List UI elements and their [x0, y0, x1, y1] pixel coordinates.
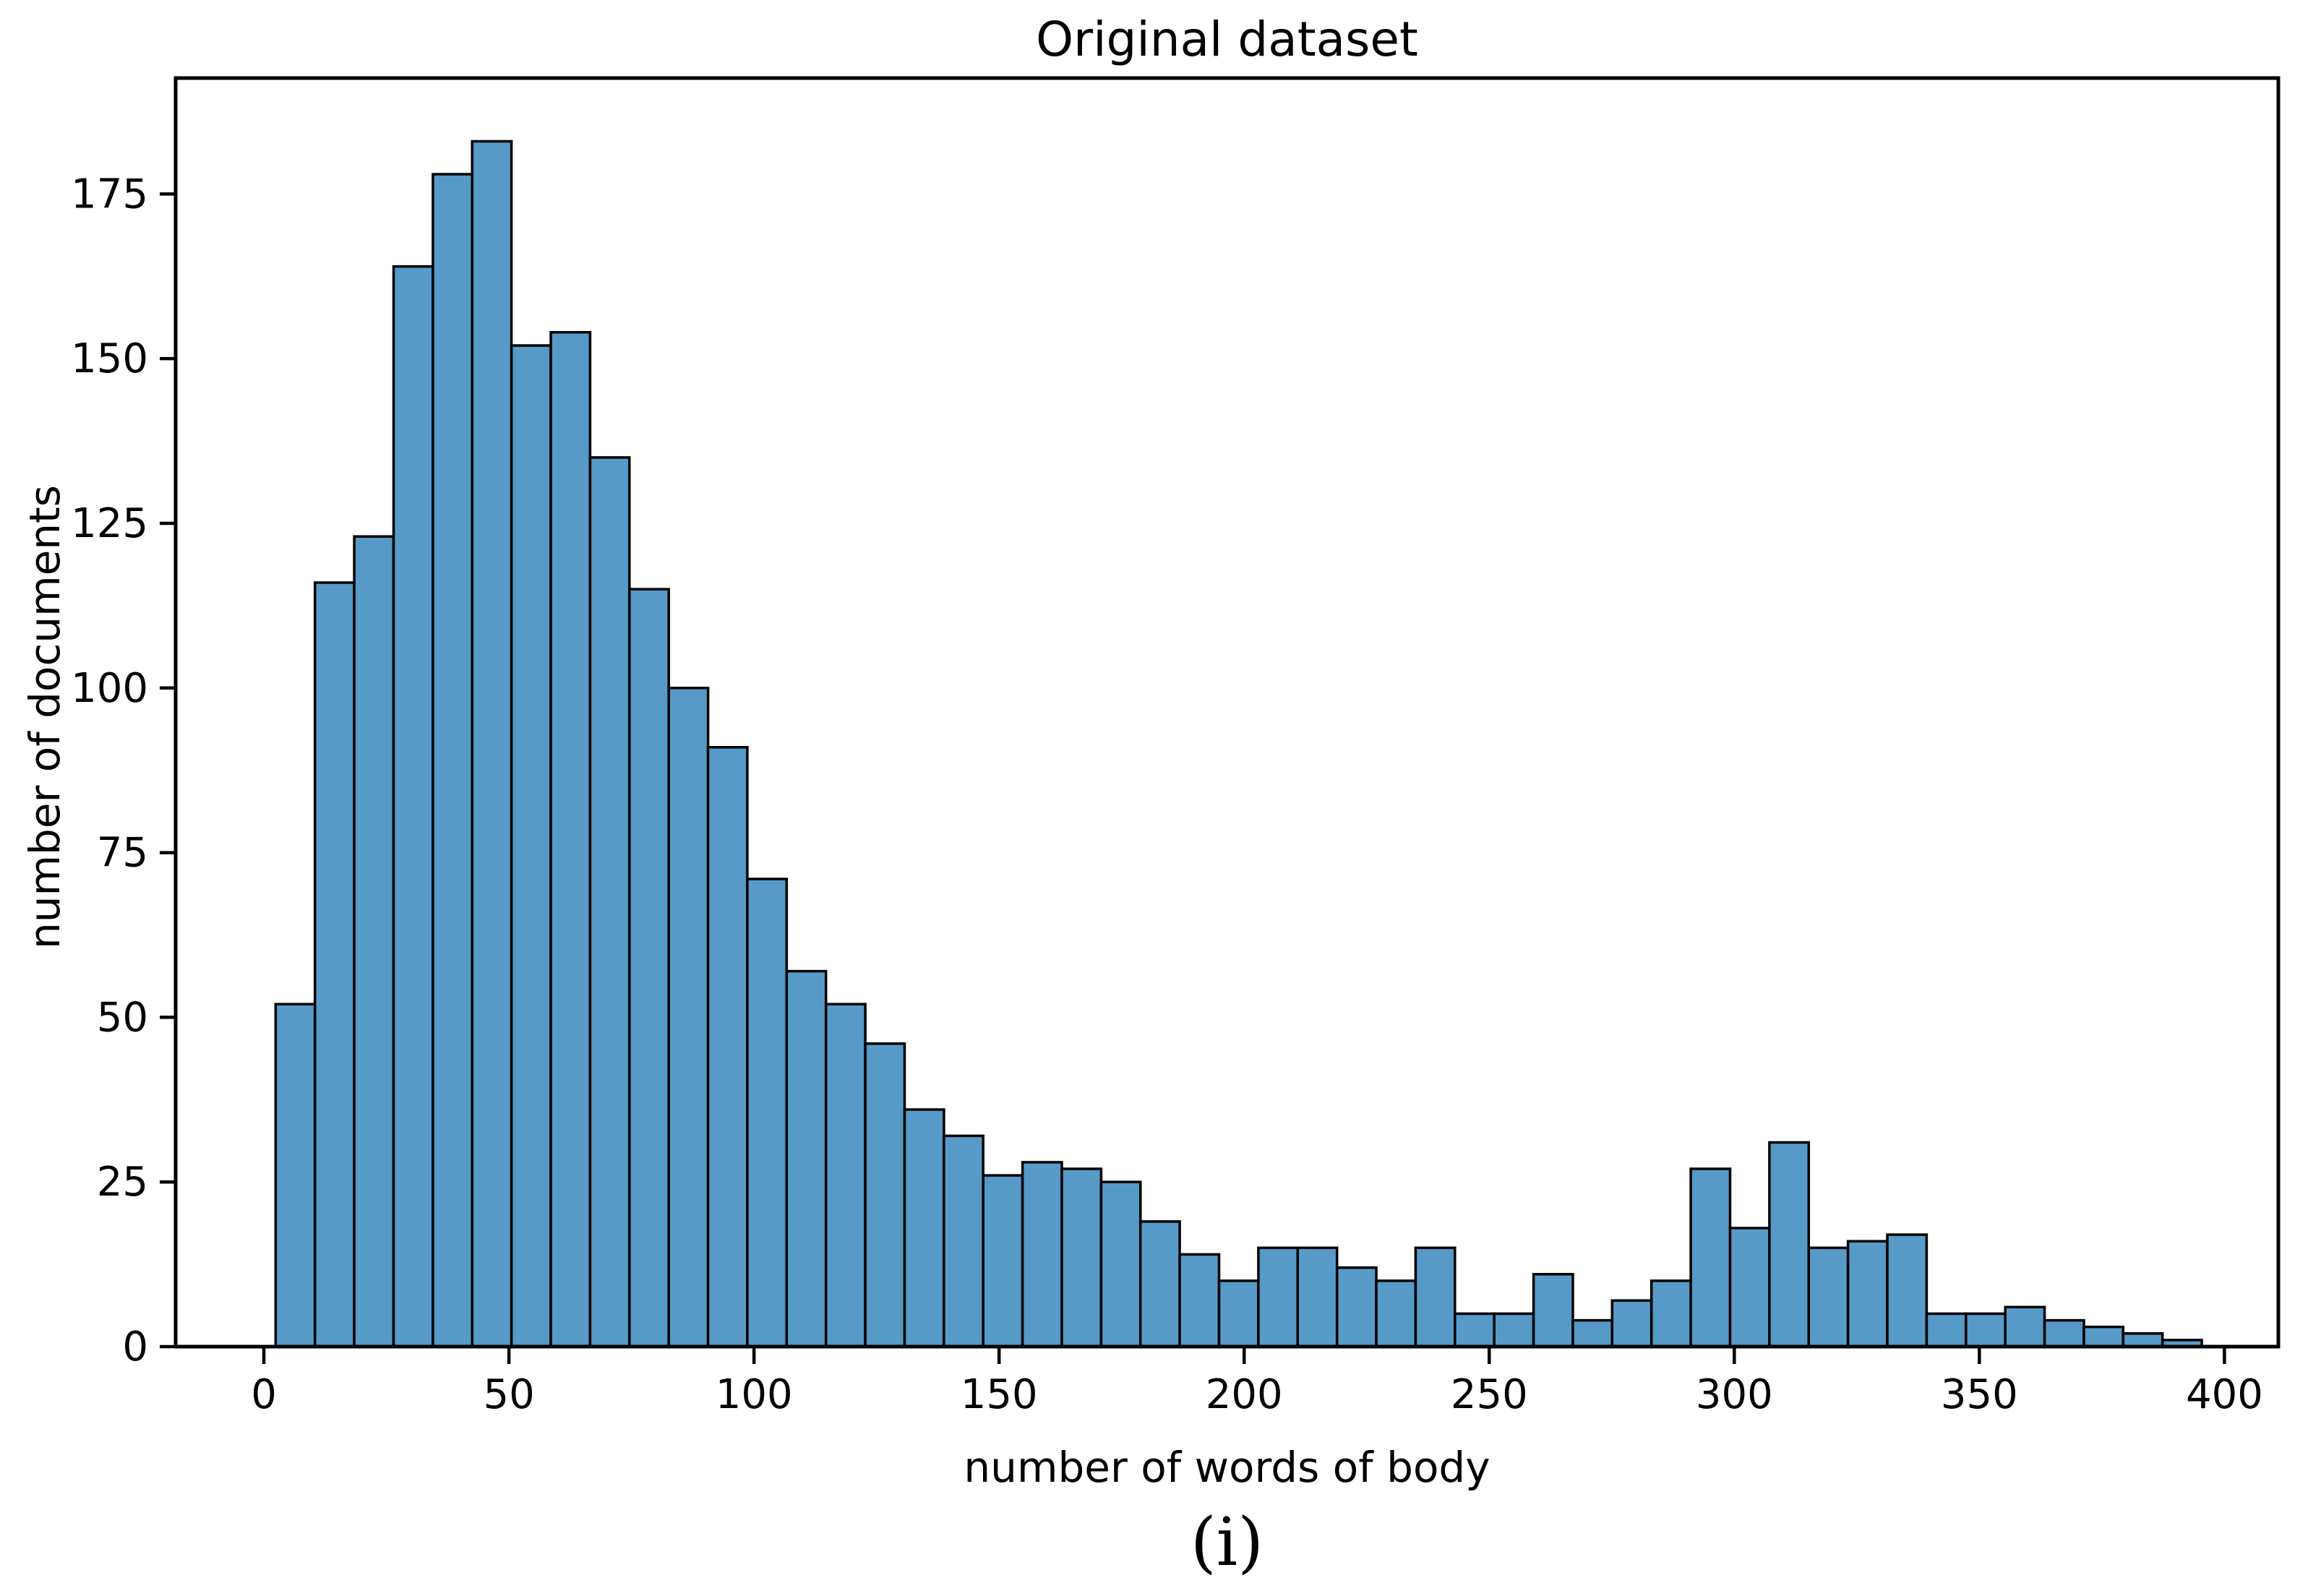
histogram-bar [274, 1003, 317, 1348]
histogram-bar [864, 1042, 906, 1348]
histogram-bar [1925, 1312, 1968, 1348]
histogram-bar [1257, 1246, 1300, 1348]
histogram-bar [706, 746, 749, 1348]
histogram-bar [1138, 1220, 1181, 1348]
histogram-bar [1728, 1227, 1771, 1348]
x-tick-label: 300 [1696, 1371, 1773, 1418]
histogram-bar [549, 330, 592, 1348]
y-tick-label: 100 [71, 665, 148, 712]
x-tick-label: 50 [483, 1371, 534, 1418]
histogram-bar [1414, 1246, 1456, 1348]
histogram-bar [1493, 1312, 1535, 1348]
histogram-bar [1296, 1246, 1339, 1348]
y-tick-label: 0 [122, 1323, 148, 1370]
histogram-bar [471, 140, 513, 1348]
x-tick-label: 250 [1451, 1371, 1528, 1418]
histogram-bar [432, 173, 474, 1348]
histogram-bar [746, 878, 789, 1348]
histogram-bar [353, 535, 395, 1348]
x-tick-label: 0 [251, 1371, 277, 1418]
x-tick-label: 350 [1941, 1371, 2018, 1418]
axes-spines [173, 76, 2281, 1349]
x-axis-label: number of words of body [964, 1443, 1490, 1492]
histogram-bar [1099, 1180, 1142, 1348]
histogram-bar [1021, 1161, 1063, 1348]
x-tick-label: 100 [716, 1371, 793, 1418]
histogram-bar [1846, 1240, 1889, 1348]
y-tick-label: 75 [97, 830, 148, 877]
y-tick-label: 25 [97, 1159, 148, 1206]
histogram-bar [1454, 1312, 1496, 1348]
y-tick-label: 175 [71, 171, 148, 218]
histogram-bar [1060, 1167, 1103, 1348]
figure-caption: (i) [1190, 1503, 1264, 1581]
histogram-bar [1689, 1167, 1732, 1348]
histogram-bar [1178, 1253, 1221, 1348]
chart-title: Original dataset [1036, 12, 1418, 67]
histogram-bar [824, 1003, 867, 1348]
histogram-bar [1610, 1299, 1653, 1348]
histogram-bar [2004, 1305, 2046, 1348]
histogram-bar [510, 344, 552, 1348]
histogram-bar [628, 588, 670, 1348]
histogram-bar [1768, 1141, 1811, 1348]
x-tick-label: 200 [1206, 1371, 1283, 1418]
histogram-bar [2043, 1318, 2085, 1348]
y-tick-label: 150 [71, 335, 148, 382]
histogram-bar [1886, 1233, 1929, 1348]
histogram-bar [2121, 1332, 2164, 1348]
histogram-bar [313, 581, 356, 1348]
histogram-bar [1335, 1266, 1378, 1348]
histogram-bar [982, 1174, 1024, 1348]
histogram-bar [943, 1134, 984, 1348]
y-tick-label: 125 [71, 500, 148, 547]
histogram-bar [1532, 1273, 1574, 1348]
y-axis-label: number of documents [20, 485, 69, 949]
histogram-bar [785, 969, 828, 1348]
x-tick-label: 150 [961, 1371, 1038, 1418]
histogram-bar [903, 1108, 945, 1348]
histogram-bar [2082, 1325, 2125, 1348]
histogram-bar [1571, 1318, 1614, 1348]
histogram-bar [1217, 1279, 1260, 1348]
histogram-bar [1807, 1246, 1850, 1348]
histogram-bar [1965, 1312, 2007, 1348]
histogram-bar [667, 687, 710, 1348]
histogram-bar [1375, 1279, 1417, 1348]
histogram-bar [392, 265, 434, 1348]
x-tick-label: 400 [2186, 1371, 2263, 1418]
histogram-bar [1649, 1279, 1692, 1348]
histogram-bar [588, 456, 631, 1348]
y-tick-label: 50 [97, 994, 148, 1041]
